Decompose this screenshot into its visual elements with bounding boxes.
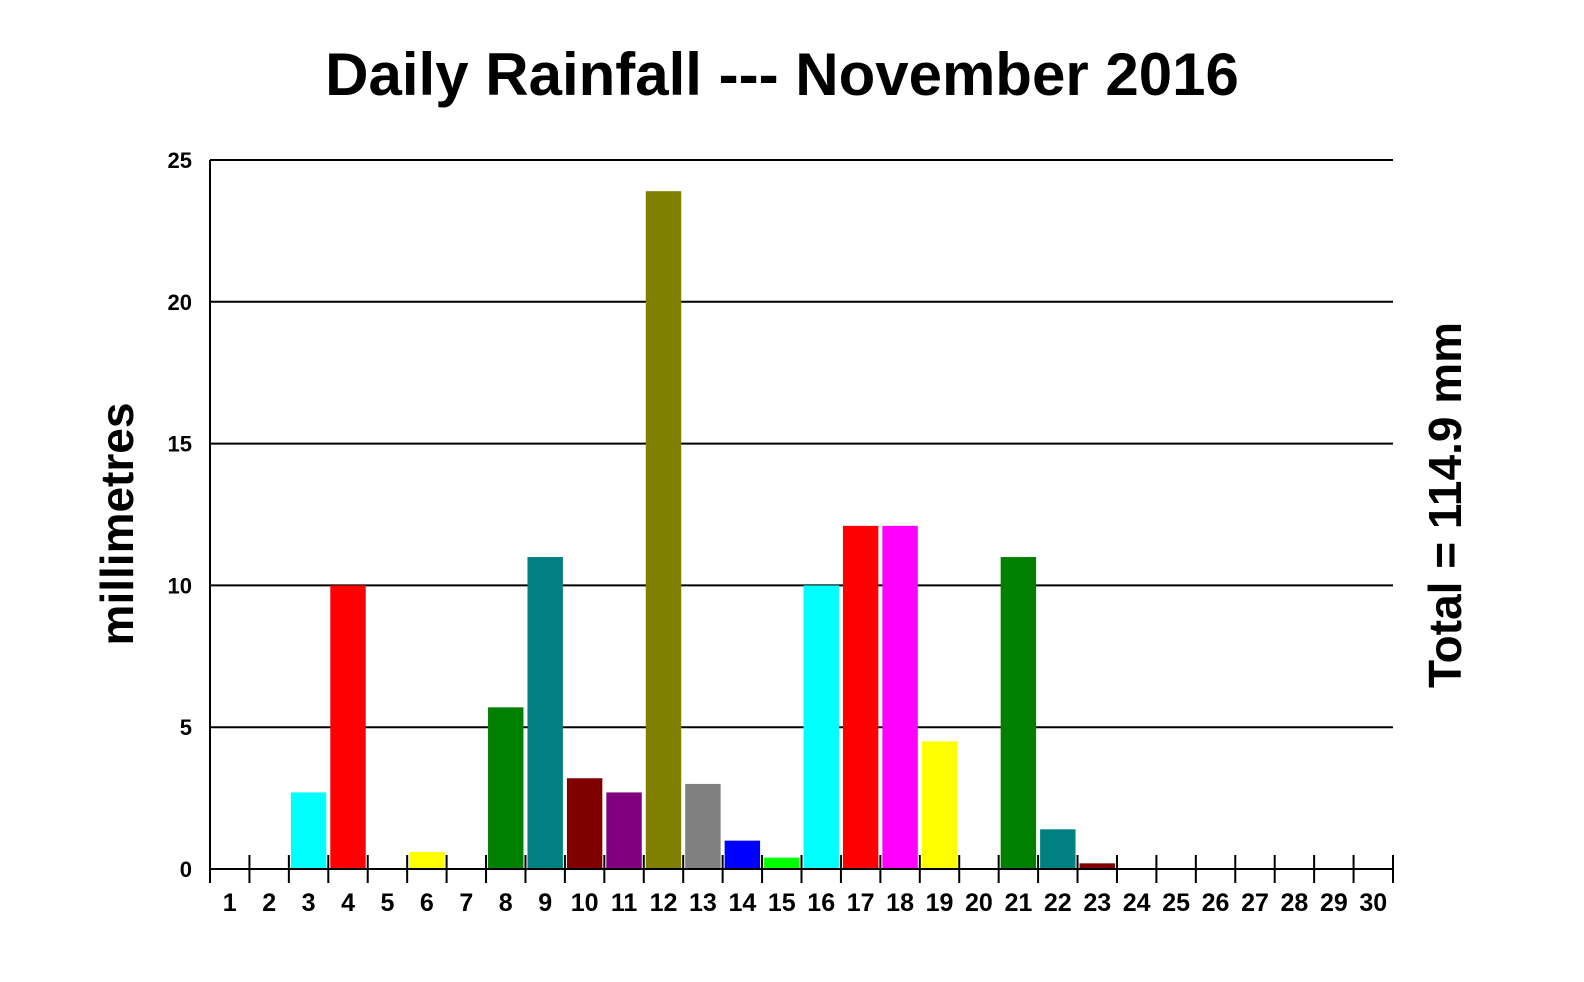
y-tick-label: 0: [180, 857, 192, 882]
x-tick-label: 21: [1004, 889, 1032, 917]
x-tick-label: 18: [886, 889, 914, 917]
y-axis-label: millimetres: [91, 403, 143, 646]
bar-day-18: [882, 525, 918, 869]
x-tick-label: 24: [1123, 889, 1151, 917]
x-tick-label: 2: [262, 889, 276, 917]
x-tick-label: 9: [538, 889, 552, 917]
x-tick-label: 26: [1202, 889, 1230, 917]
x-tick-label: 30: [1359, 889, 1387, 917]
x-ticks: 1 2 3 4 5 6 7 8 9 10 11 12 13 14 15 16 17 18 19 20 21 22 23 24 2…: [223, 889, 1387, 917]
chart-title: Daily Rainfall --- November 2016: [325, 41, 1239, 108]
bar-day-3: [290, 792, 327, 869]
total-annotation: Total = 114.9 mm: [1419, 322, 1471, 688]
x-tick-label: 13: [689, 889, 717, 917]
x-tick-label: 29: [1320, 889, 1348, 917]
y-tick-label: 5: [180, 715, 192, 740]
bar-day-10: [566, 778, 603, 869]
x-tick-label: 11: [611, 889, 638, 917]
bar-day-23: [1079, 863, 1115, 869]
y-tick-label: 15: [168, 432, 192, 457]
y-tick-label: 10: [168, 573, 192, 598]
x-tick-label: 22: [1044, 889, 1072, 917]
bar-day-16: [803, 585, 839, 869]
x-tick-label: 1: [223, 889, 237, 917]
gridlines: [210, 159, 1393, 729]
bar-day-8: [488, 707, 524, 869]
bars: [290, 191, 1115, 870]
x-tick-label: 6: [420, 889, 434, 917]
bar-day-12: [645, 191, 682, 870]
x-tick-label: 27: [1241, 889, 1269, 917]
x-tick-label: 28: [1281, 889, 1309, 917]
x-tick-label: 10: [571, 889, 599, 917]
x-tick-label: 7: [459, 889, 473, 917]
bar-day-13: [685, 783, 721, 869]
x-tick-label: 20: [965, 889, 993, 917]
bar-day-14: [724, 840, 761, 869]
bar-day-22: [1040, 829, 1076, 869]
bar-day-17: [842, 525, 879, 869]
bar-day-4: [330, 585, 366, 869]
x-tick-label: 16: [807, 889, 835, 917]
y-tick-label: 25: [168, 148, 192, 173]
bar-day-11: [606, 792, 642, 869]
x-tick-label: 19: [926, 889, 954, 917]
bar-day-6: [409, 851, 445, 869]
y-ticks: 0 5 10 15 20 25: [168, 148, 192, 882]
x-tick-label: 12: [650, 889, 678, 917]
bar-day-19: [921, 741, 958, 869]
x-tick-label: 17: [847, 889, 875, 917]
axes: [209, 160, 1394, 883]
bar-day-15: [764, 857, 800, 869]
x-tick-label: 8: [499, 889, 513, 917]
bar-day-9: [527, 557, 563, 869]
x-tick-label: 23: [1083, 889, 1111, 917]
x-tick-label: 14: [728, 889, 756, 917]
x-tick-label: 3: [302, 889, 316, 917]
x-tick-label: 5: [380, 889, 394, 917]
bar-day-21: [1000, 557, 1037, 869]
x-tick-label: 25: [1162, 889, 1190, 917]
x-tick-label: 4: [341, 889, 355, 917]
y-tick-label: 20: [168, 290, 192, 315]
x-tick-label: 15: [768, 889, 796, 917]
